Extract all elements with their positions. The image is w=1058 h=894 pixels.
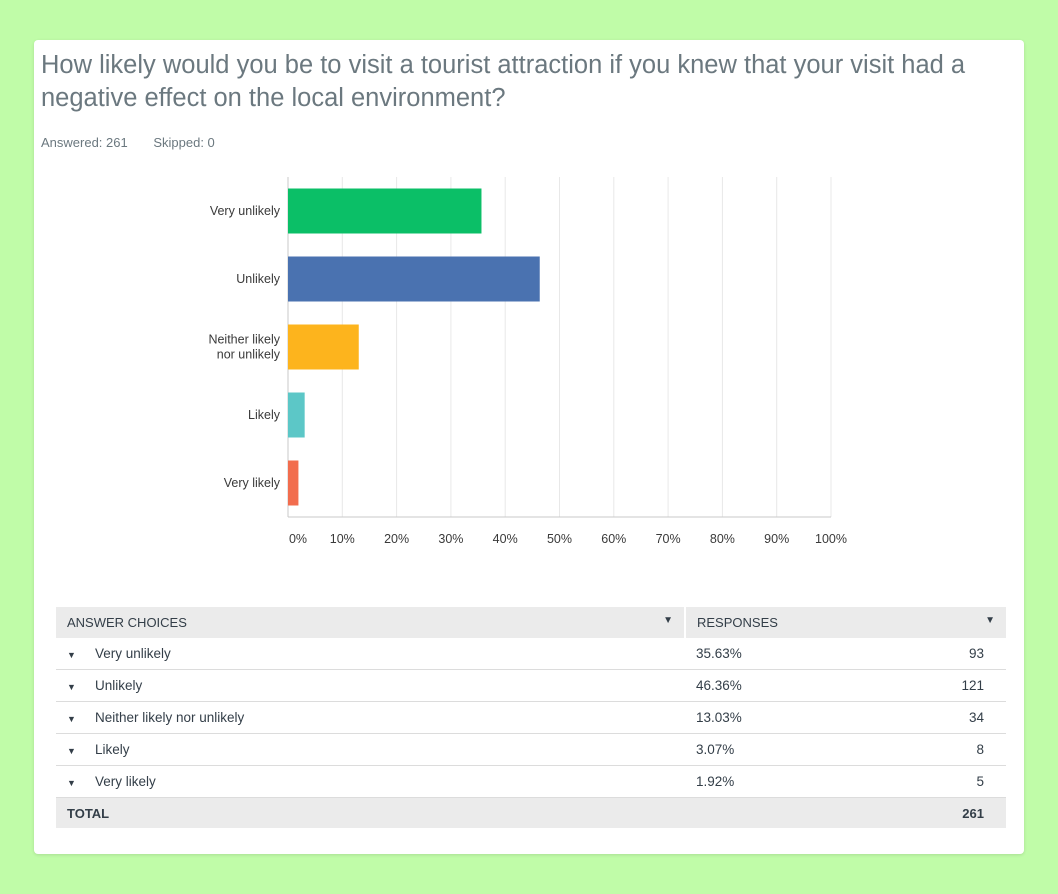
caret-down-icon[interactable]: ▼ bbox=[67, 650, 76, 660]
answer-choice-label: Likely bbox=[95, 742, 130, 757]
x-tick-label: 70% bbox=[656, 532, 681, 546]
answer-choices-header-label: ANSWER CHOICES bbox=[67, 615, 187, 630]
answer-choice-cell: ▼ Very unlikely bbox=[56, 638, 685, 670]
x-tick-label: 0% bbox=[289, 532, 307, 546]
category-label: Neither likely bbox=[208, 333, 280, 347]
caret-down-icon[interactable]: ▼ bbox=[985, 615, 995, 626]
skipped-count: Skipped: 0 bbox=[153, 135, 215, 150]
answer-choices-header[interactable]: ANSWER CHOICES ▼ bbox=[56, 607, 685, 638]
table-row[interactable]: ▼ Neither likely nor unlikely 13.03% 34 bbox=[56, 701, 1006, 734]
category-label: Very unlikely bbox=[210, 204, 281, 218]
total-spacer bbox=[685, 797, 862, 828]
x-tick-label: 90% bbox=[764, 532, 789, 546]
answer-choice-cell: ▼ Neither likely nor unlikely bbox=[56, 701, 685, 734]
x-tick-label: 40% bbox=[493, 532, 518, 546]
x-tick-label: 100% bbox=[815, 532, 847, 546]
bar[interactable] bbox=[288, 256, 540, 302]
bar[interactable] bbox=[288, 188, 482, 234]
category-label: Unlikely bbox=[236, 272, 281, 286]
x-tick-label: 50% bbox=[547, 532, 572, 546]
response-percent: 13.03% bbox=[685, 701, 862, 734]
caret-down-icon[interactable]: ▼ bbox=[67, 714, 76, 724]
total-row: TOTAL 261 bbox=[56, 797, 1006, 828]
x-tick-label: 20% bbox=[384, 532, 409, 546]
table-row[interactable]: ▼ Unlikely 46.36% 121 bbox=[56, 669, 1006, 702]
answer-choice-label: Very likely bbox=[95, 774, 156, 789]
total-label: TOTAL bbox=[56, 797, 685, 828]
table-row[interactable]: ▼ Likely 3.07% 8 bbox=[56, 733, 1006, 766]
response-count: 34 bbox=[861, 701, 1006, 734]
response-stats: Answered: 261 Skipped: 0 bbox=[41, 135, 237, 150]
bar[interactable] bbox=[288, 324, 359, 370]
x-tick-label: 80% bbox=[710, 532, 735, 546]
x-tick-label: 10% bbox=[330, 532, 355, 546]
responses-header[interactable]: RESPONSES ▼ bbox=[684, 607, 1006, 638]
response-count: 8 bbox=[861, 733, 1006, 766]
caret-down-icon[interactable]: ▼ bbox=[67, 778, 76, 788]
table-body: ▼ Very unlikely 35.63% 93 ▼ Unlikely 46.36% 121… bbox=[56, 638, 1006, 828]
total-count: 261 bbox=[861, 797, 1006, 828]
question-card: How likely would you be to visit a touri… bbox=[34, 40, 1024, 854]
caret-down-icon[interactable]: ▼ bbox=[663, 615, 673, 626]
answer-choice-cell: ▼ Likely bbox=[56, 733, 685, 766]
response-count: 5 bbox=[861, 765, 1006, 798]
answer-choice-cell: ▼ Unlikely bbox=[56, 669, 685, 702]
bar[interactable] bbox=[288, 460, 299, 506]
bar[interactable] bbox=[288, 392, 305, 438]
answer-choice-label: Very unlikely bbox=[95, 646, 171, 661]
response-percent: 35.63% bbox=[685, 638, 862, 670]
table-row[interactable]: ▼ Very unlikely 35.63% 93 bbox=[56, 638, 1006, 670]
category-label: Very likely bbox=[224, 476, 281, 490]
response-percent: 1.92% bbox=[685, 765, 862, 798]
category-label: Likely bbox=[248, 408, 281, 422]
response-percent: 3.07% bbox=[685, 733, 862, 766]
results-table: ANSWER CHOICES ▼ RESPONSES ▼ ▼ Very unlik… bbox=[56, 607, 1006, 828]
question-title: How likely would you be to visit a touri… bbox=[41, 51, 966, 112]
answered-count: Answered: 261 bbox=[41, 135, 128, 150]
response-percent: 46.36% bbox=[685, 669, 862, 702]
response-count: 93 bbox=[861, 638, 1006, 670]
answer-choice-label: Unlikely bbox=[95, 678, 143, 693]
responses-header-label: RESPONSES bbox=[697, 615, 778, 630]
answer-choice-label: Neither likely nor unlikely bbox=[95, 710, 245, 725]
answer-choice-cell: ▼ Very likely bbox=[56, 765, 685, 798]
caret-down-icon[interactable]: ▼ bbox=[67, 682, 76, 692]
caret-down-icon[interactable]: ▼ bbox=[67, 746, 76, 756]
x-tick-label: 30% bbox=[438, 532, 463, 546]
category-label: nor unlikely bbox=[217, 348, 281, 362]
table-row[interactable]: ▼ Very likely 1.92% 5 bbox=[56, 765, 1006, 798]
response-count: 121 bbox=[861, 669, 1006, 702]
x-tick-label: 60% bbox=[601, 532, 626, 546]
